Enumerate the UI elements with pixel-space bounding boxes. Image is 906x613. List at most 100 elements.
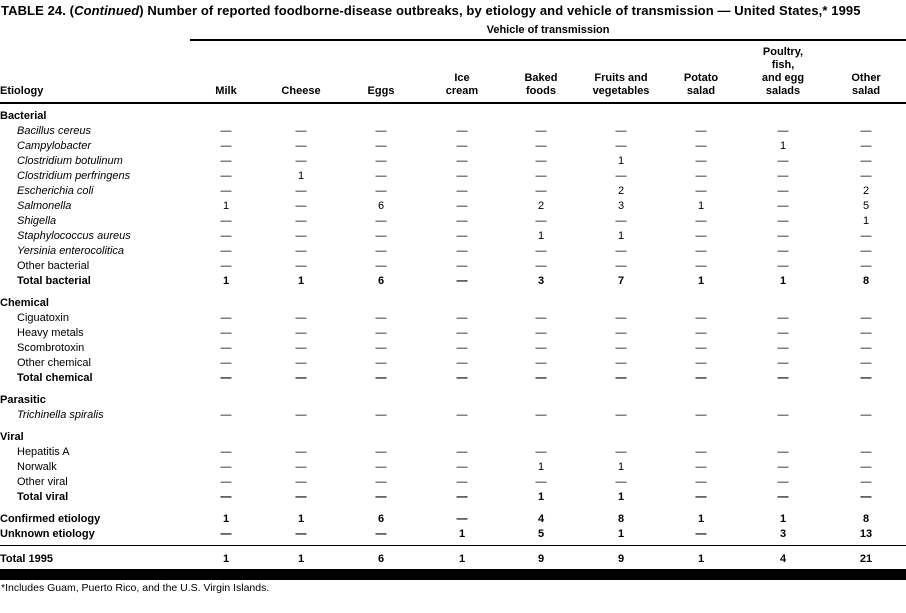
row-label: Total chemical <box>17 372 93 384</box>
table-row: Staphylococcus aureus — — — — 1 1 — — — <box>0 228 906 243</box>
cell: 8 <box>617 513 625 525</box>
cell: 1 <box>662 545 740 566</box>
cell <box>190 103 262 123</box>
table-body: Bacterial Bacillus cereus — — — — — — — — — Campylo… <box>0 103 906 566</box>
cell: — <box>535 409 547 421</box>
cell: — <box>860 372 872 384</box>
column-header-line: salads <box>765 85 801 97</box>
cell: — <box>860 491 872 503</box>
cell: 1 <box>697 200 705 212</box>
table-row: Salmonella 1 — 6 — 2 3 1 — 5 <box>0 198 906 213</box>
cell: — <box>535 342 547 354</box>
cell: 1 <box>779 513 787 525</box>
cell: 1 <box>697 275 705 287</box>
cell <box>190 385 262 407</box>
cell: 2 <box>617 185 625 197</box>
cell: — <box>456 342 468 354</box>
cell: — <box>295 342 307 354</box>
row-label: Shigella <box>17 215 57 227</box>
cell: — <box>777 170 789 182</box>
cell: — <box>777 342 789 354</box>
cell: — <box>295 185 307 197</box>
row-label: Norwalk <box>17 461 57 473</box>
cell: — <box>860 476 872 488</box>
cell: — <box>695 476 707 488</box>
cell: — <box>375 125 387 137</box>
column-header-line: cream <box>445 85 479 97</box>
column-header-row: Etiology Milk Cheese Eggs Ice cream Baked foods… <box>0 40 906 104</box>
cell: — <box>456 461 468 473</box>
cell <box>580 288 662 310</box>
cell: — <box>615 312 627 324</box>
bottom-rule-bar <box>0 569 906 580</box>
cell: 6 <box>377 275 385 287</box>
cell <box>422 288 502 310</box>
cell: — <box>456 491 468 503</box>
table-row: Hepatitis A — — — — — — — — — <box>0 444 906 459</box>
cell: — <box>615 140 627 152</box>
cell: 8 <box>862 513 870 525</box>
table-row: Shigella — — — — — — — — 1 <box>0 213 906 228</box>
cell: — <box>777 357 789 369</box>
table-row: Scombrotoxin — — — — — — — — — <box>0 340 906 355</box>
cell: — <box>535 327 547 339</box>
cell: — <box>695 461 707 473</box>
cell: — <box>375 409 387 421</box>
cell: — <box>295 215 307 227</box>
cell: — <box>695 491 707 503</box>
cell: — <box>375 245 387 257</box>
row-label: Viral <box>0 431 24 443</box>
table-row: Other bacterial — — — — — — — — — <box>0 258 906 273</box>
cell: — <box>860 409 872 421</box>
cell: — <box>695 327 707 339</box>
cell <box>340 385 422 407</box>
table-row: Total bacterial 1 1 6—3 7 1 1 8 <box>0 273 906 288</box>
table-row: Escherichia coli — — — — — 2 — — 2 <box>0 183 906 198</box>
cell: — <box>375 260 387 272</box>
cell: 1 <box>297 513 305 525</box>
row-label: Hepatitis A <box>17 446 70 458</box>
cell <box>826 385 906 407</box>
table-row: Campylobacter — — — — — — — 1 — <box>0 138 906 153</box>
column-header-line: fish, <box>771 59 795 71</box>
cell: — <box>777 245 789 257</box>
cell: — <box>456 185 468 197</box>
cell <box>502 288 580 310</box>
cell <box>502 422 580 444</box>
cell: — <box>615 125 627 137</box>
column-header-etiology: Etiology <box>0 40 190 104</box>
cell: 1 <box>222 513 230 525</box>
column-header-potato-salad: Potato salad <box>662 40 740 104</box>
cell <box>826 288 906 310</box>
cell <box>340 288 422 310</box>
cell: 13 <box>859 528 873 540</box>
cell: — <box>220 260 232 272</box>
column-header-line: salad <box>686 85 716 97</box>
cell: — <box>295 491 307 503</box>
table-row: Heavy metals — — — — — — — — — <box>0 325 906 340</box>
title-text-prefix: TABLE 24. ( <box>1 3 75 18</box>
table-row: Confirmed etiology 1 1 6 — 4 8 1 1 8 <box>0 504 906 526</box>
cell: 1 <box>779 140 787 152</box>
cell <box>662 422 740 444</box>
cell: — <box>535 476 547 488</box>
cell: — <box>535 185 547 197</box>
table-row: Norwalk — — — — 1 1 — — — <box>0 459 906 474</box>
spanner-leading-empty-cell <box>0 24 190 40</box>
cell: — <box>456 230 468 242</box>
cell: — <box>535 170 547 182</box>
cell <box>190 422 262 444</box>
cell: — <box>456 170 468 182</box>
cell: — <box>615 357 627 369</box>
cell: — <box>220 491 232 503</box>
cell: — <box>456 513 468 525</box>
cell: — <box>295 446 307 458</box>
row-label: Parasitic <box>0 394 46 406</box>
column-header-ice-cream: Ice cream <box>422 40 502 104</box>
cell: — <box>220 342 232 354</box>
cell: — <box>456 409 468 421</box>
cell: — <box>860 155 872 167</box>
cell: — <box>220 140 232 152</box>
cell: — <box>535 125 547 137</box>
